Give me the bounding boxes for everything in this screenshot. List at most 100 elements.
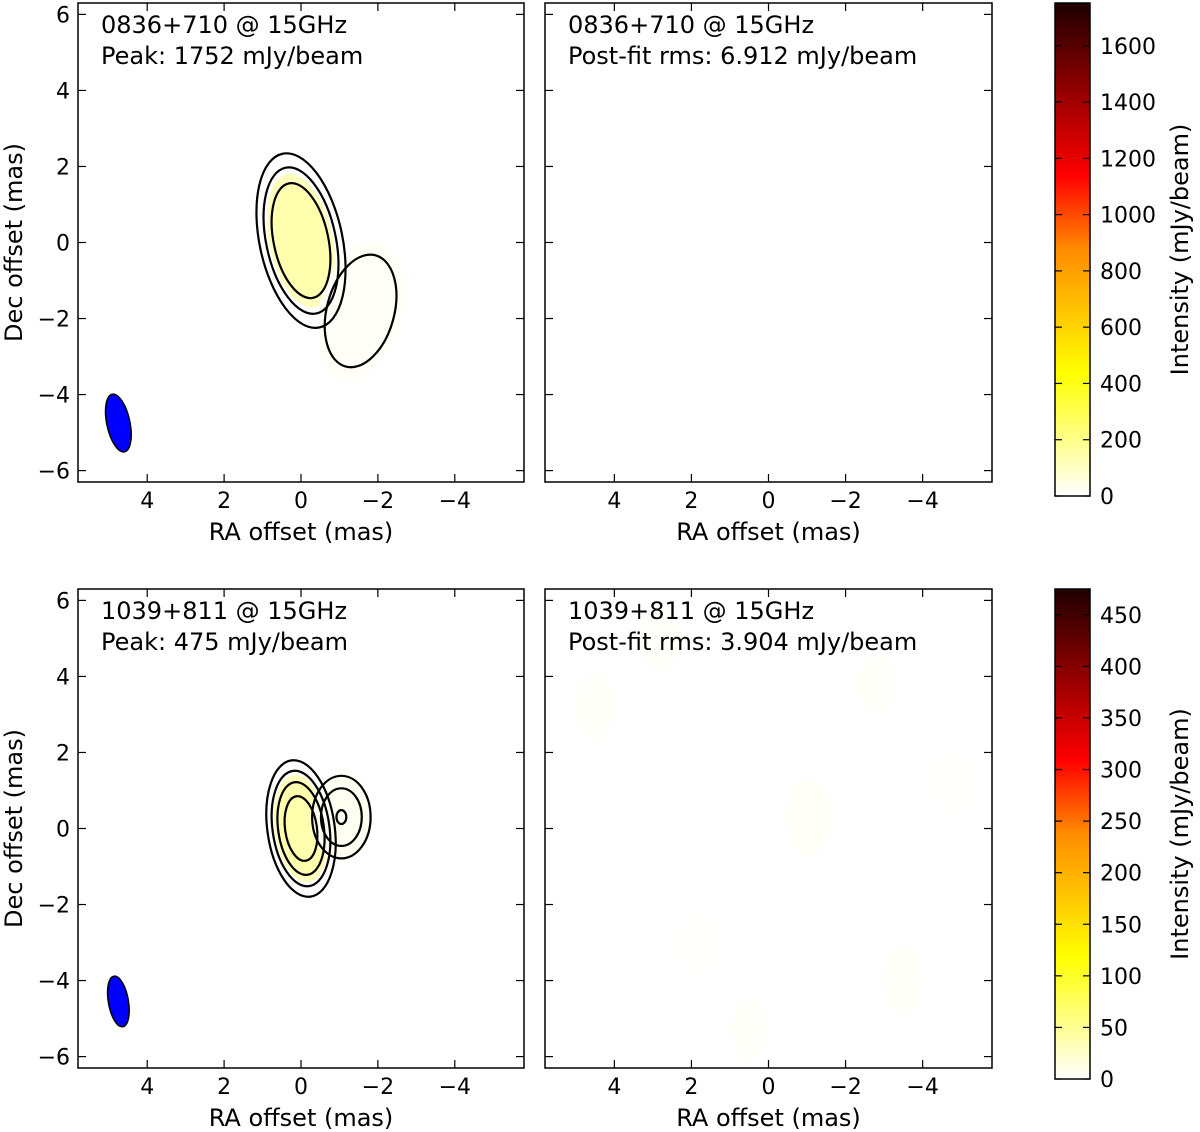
colorbar-tick-label: 200: [1100, 429, 1142, 454]
colorbar-tick-label: 1200: [1100, 147, 1156, 172]
colorbar-tick-label: 800: [1100, 260, 1142, 285]
intensity-level: [786, 777, 832, 857]
colorbar-tick-label: 0: [1100, 485, 1114, 510]
x-tick-label: 0: [294, 489, 308, 514]
y-tick-label: 6: [56, 3, 70, 28]
x-tick-label: 0: [762, 489, 776, 514]
x-tick-label: −2: [829, 1075, 861, 1100]
colorbar-tick-label: 400: [1100, 655, 1142, 680]
intensity-level: [883, 947, 924, 1014]
contour: [283, 795, 319, 862]
intensity-level: [310, 773, 373, 861]
x-tick-label: −2: [829, 489, 861, 514]
x-tick-label: 2: [684, 1075, 698, 1100]
colorbar-tick-label: 1000: [1100, 204, 1156, 229]
contour: [265, 759, 337, 898]
contour: [311, 774, 372, 860]
y-tick-label: 4: [56, 665, 70, 690]
axes-frame: [544, 2, 993, 483]
plot-area: [708, 77, 714, 88]
colorbar-tick-label: 50: [1100, 1016, 1128, 1041]
x-tick-label: 4: [140, 1075, 154, 1100]
y-tick-label: −2: [38, 894, 70, 919]
beam-ellipse: [106, 975, 130, 1028]
panel-4: 4 2 0 −2 −4 RA offset (mas) 1039+811 @ 15GHz Po…: [544, 588, 993, 1132]
colorbar-tick-label: 100: [1100, 965, 1142, 990]
x-tick-label: −2: [362, 1075, 394, 1100]
plot-area: [104, 152, 405, 453]
x-tick-label: 0: [762, 1075, 776, 1100]
y-tick-label: 0: [56, 232, 70, 257]
x-tick-label: 4: [607, 1075, 621, 1100]
intensity-level: [858, 653, 895, 715]
contour: [323, 253, 398, 369]
x-tick-label: 4: [607, 489, 621, 514]
x-tick-label: −2: [362, 489, 394, 514]
colorbar-2: 0 50 100 150 200 250 300 350 400 450 Intensity (mJ…: [1054, 588, 1194, 1093]
panel-1: 4 2 0 −2 −4 6 4 2 0 −2 −4 −6 RA offset (mas) Dec offs…: [0, 2, 525, 546]
panel-stat: Peak: 475 mJy/beam: [101, 628, 348, 656]
contour: [255, 152, 347, 329]
panel-stat: Peak: 1752 mJy/beam: [101, 42, 363, 70]
intensity-level: [933, 749, 974, 817]
contour: [276, 781, 326, 876]
colorbar-tick-label: 0: [1100, 1068, 1114, 1093]
y-axis-label: Dec offset (mas): [0, 729, 28, 928]
colorbar-tick-label: 450: [1100, 604, 1142, 629]
y-tick-label: 4: [56, 79, 70, 104]
intensity-level: [574, 673, 616, 741]
colorbar-tick-label: 350: [1100, 707, 1142, 732]
x-tick-label: 2: [217, 489, 231, 514]
y-tick-label: 2: [56, 741, 70, 766]
beam-ellipse: [104, 393, 132, 453]
panel-2: 4 2 0 −2 −4 RA offset (mas) 0836+710 @ 15GHz Po…: [544, 2, 993, 546]
x-tick-label: −4: [906, 489, 938, 514]
y-axis-label: Dec offset (mas): [0, 143, 28, 342]
colorbar-tick-label: 250: [1100, 810, 1142, 835]
colorbar-tick-label: 200: [1100, 862, 1142, 887]
y-tick-label: −4: [38, 384, 70, 409]
intensity-level: [730, 999, 768, 1061]
panel-title: 1039+811 @ 15GHz: [101, 597, 347, 625]
colorbar-tick-label: 1400: [1100, 91, 1156, 116]
intensity-level: [640, 605, 681, 672]
y-tick-label: −6: [38, 460, 70, 485]
x-tick-label: −4: [439, 489, 471, 514]
x-axis-label: RA offset (mas): [676, 1104, 861, 1132]
y-tick-label: −4: [38, 970, 70, 995]
colorbar-label: Intensity (mJy/beam): [1166, 708, 1194, 960]
contour: [262, 166, 340, 315]
intensity-level: [708, 77, 714, 88]
x-tick-label: −4: [439, 1075, 471, 1100]
panel-title: 0836+710 @ 15GHz: [101, 11, 347, 39]
colorbar-label: Intensity (mJy/beam): [1166, 124, 1194, 376]
colorbar-1: 0 200 400 600 800 1000 1200 1400 1600 Intensity (…: [1054, 2, 1194, 510]
colorbar-gradient: [1054, 2, 1091, 497]
panel-title: 0836+710 @ 15GHz: [568, 11, 814, 39]
x-tick-label: 2: [684, 489, 698, 514]
intensity-level: [678, 909, 720, 976]
axes-frame: [544, 588, 993, 1069]
y-tick-label: −6: [38, 1046, 70, 1071]
panel-stat: Post-fit rms: 3.904 mJy/beam: [568, 628, 917, 656]
y-tick-label: −2: [38, 308, 70, 333]
contour: [319, 787, 363, 847]
panel-3: 4 2 0 −2 −4 6 4 2 0 −2 −4 −6 RA offset (mas) Dec offs…: [0, 588, 525, 1132]
colorbar-tick-label: 600: [1100, 316, 1142, 341]
plot-area: [574, 605, 974, 1061]
x-tick-label: −4: [906, 1075, 938, 1100]
y-tick-label: 6: [56, 589, 70, 614]
y-tick-label: 0: [56, 818, 70, 843]
colorbar-gradient: [1054, 588, 1091, 1080]
contour: [335, 809, 348, 826]
x-tick-label: 4: [140, 489, 154, 514]
colorbar-tick-label: 400: [1100, 372, 1142, 397]
x-axis-label: RA offset (mas): [676, 518, 861, 546]
plot-area: [106, 759, 373, 1028]
y-tick-label: 2: [56, 155, 70, 180]
panel-stat: Post-fit rms: 6.912 mJy/beam: [568, 42, 917, 70]
panel-title: 1039+811 @ 15GHz: [568, 597, 814, 625]
colorbar-tick-label: 300: [1100, 759, 1142, 784]
x-axis-label: RA offset (mas): [209, 1104, 394, 1132]
